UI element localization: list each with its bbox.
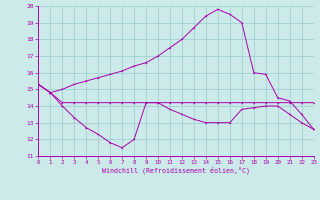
X-axis label: Windchill (Refroidissement éolien,°C): Windchill (Refroidissement éolien,°C) xyxy=(102,167,250,174)
